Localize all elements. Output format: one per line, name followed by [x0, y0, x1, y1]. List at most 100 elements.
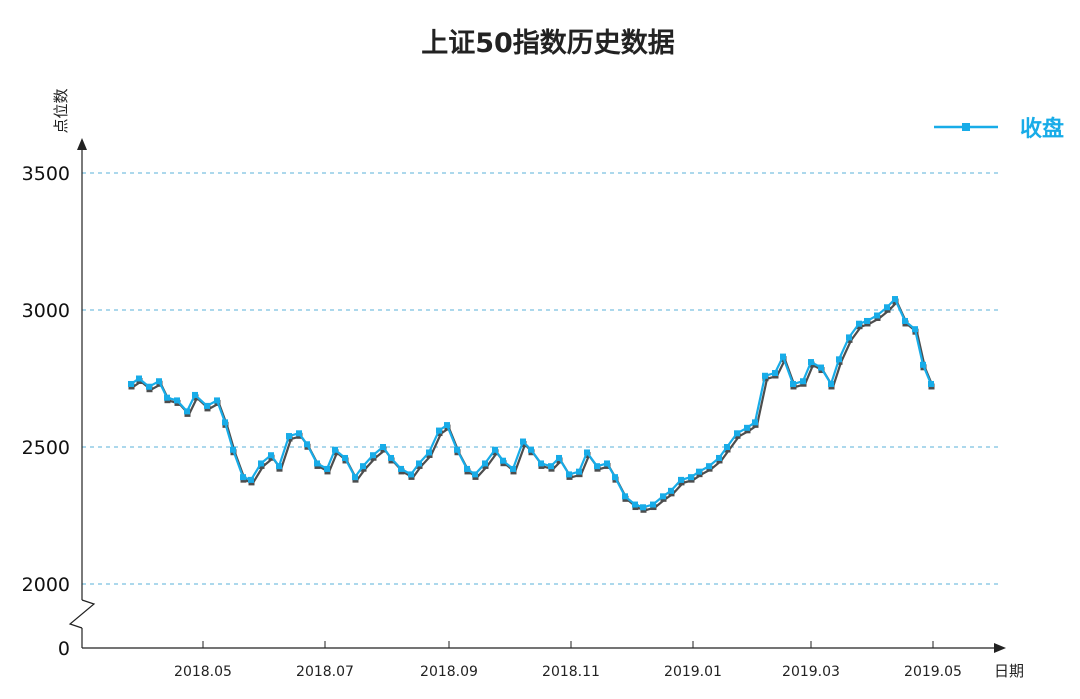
data-point [314, 460, 320, 467]
data-point [548, 463, 554, 470]
data-point [352, 474, 358, 481]
data-point [214, 397, 220, 404]
data-point [192, 391, 198, 398]
data-point [146, 383, 152, 390]
data-point [808, 359, 814, 366]
data-point [696, 468, 702, 475]
data-point [928, 380, 934, 387]
y-tick-label: 0 [58, 638, 70, 660]
data-point [248, 476, 254, 483]
data-point [884, 304, 890, 311]
data-point [296, 430, 302, 437]
data-point [864, 317, 870, 324]
data-point [222, 419, 228, 426]
legend-label: 收盘 [1020, 116, 1064, 142]
data-point [204, 402, 210, 409]
x-tick-label: 2019.05 [904, 664, 962, 680]
data-point [790, 380, 796, 387]
data-point [258, 460, 264, 467]
data-point [370, 452, 376, 459]
data-point [734, 430, 740, 437]
legend: 收盘 [934, 116, 1064, 142]
data-point [640, 504, 646, 511]
x-tick-labels: 2018.05 2018.07 2018.09 2018.11 2019.01 2019.… [174, 641, 962, 680]
data-point [660, 493, 666, 500]
data-point [156, 378, 162, 385]
data-point [416, 460, 422, 467]
x-tick-label: 2019.01 [664, 664, 722, 680]
data-point [752, 419, 758, 426]
data-point [408, 471, 414, 478]
data-point [556, 454, 562, 461]
y-tick-labels: 0 2000 2500 3000 3500 [22, 163, 70, 660]
x-tick-label: 2018.05 [174, 664, 232, 680]
data-point [286, 433, 292, 440]
data-point [538, 460, 544, 467]
data-point [240, 474, 246, 481]
data-point [566, 471, 572, 478]
data-point [902, 317, 908, 324]
data-point [584, 449, 590, 456]
data-point [492, 446, 498, 453]
data-point [482, 460, 488, 467]
data-point [174, 397, 180, 404]
data-point [828, 380, 834, 387]
data-point [772, 370, 778, 377]
data-point [510, 465, 516, 472]
series-close [128, 296, 934, 511]
data-point [184, 408, 190, 415]
data-point [380, 444, 386, 450]
data-point [304, 441, 310, 448]
data-point [276, 463, 282, 470]
data-point [612, 474, 618, 481]
x-axis-arrow [994, 643, 1006, 653]
data-point [912, 326, 918, 333]
data-point [706, 463, 712, 470]
data-point [650, 501, 656, 508]
data-point [762, 372, 768, 379]
y-tick-label: 3500 [22, 163, 70, 185]
data-point [332, 446, 338, 453]
data-point [668, 487, 674, 494]
data-point [464, 465, 470, 472]
data-point [744, 424, 750, 431]
data-point [426, 449, 432, 456]
data-point [128, 380, 134, 387]
legend-marker [962, 123, 970, 131]
data-point [324, 465, 330, 472]
data-point [388, 454, 394, 461]
data-point [780, 353, 786, 360]
data-point [892, 296, 898, 303]
y-axis-label: 点位数 [52, 88, 70, 133]
grid-lines [82, 172, 1000, 585]
data-point [604, 460, 610, 467]
y-axis-break [68, 599, 96, 629]
data-point [436, 427, 442, 434]
data-point [724, 444, 730, 450]
data-point [874, 312, 880, 319]
data-point [716, 454, 722, 461]
data-point [632, 501, 638, 508]
series-line [130, 297, 933, 509]
x-tick-label: 2018.11 [542, 664, 600, 680]
data-point [500, 457, 506, 464]
data-point [342, 454, 348, 461]
data-point [360, 463, 366, 470]
data-point [136, 375, 142, 382]
data-point [920, 361, 926, 368]
data-point [398, 465, 404, 472]
data-point [856, 320, 862, 327]
data-point [688, 474, 694, 481]
y-axis-arrow [77, 138, 87, 150]
data-point [800, 378, 806, 385]
data-point [594, 463, 600, 470]
x-tick-label: 2018.09 [420, 664, 478, 680]
data-point [520, 438, 526, 445]
data-point [444, 422, 450, 429]
y-tick-label: 2500 [22, 437, 70, 459]
data-point [164, 394, 170, 401]
y-tick-label: 2000 [22, 574, 70, 596]
data-point [454, 446, 460, 453]
data-point [846, 334, 852, 341]
